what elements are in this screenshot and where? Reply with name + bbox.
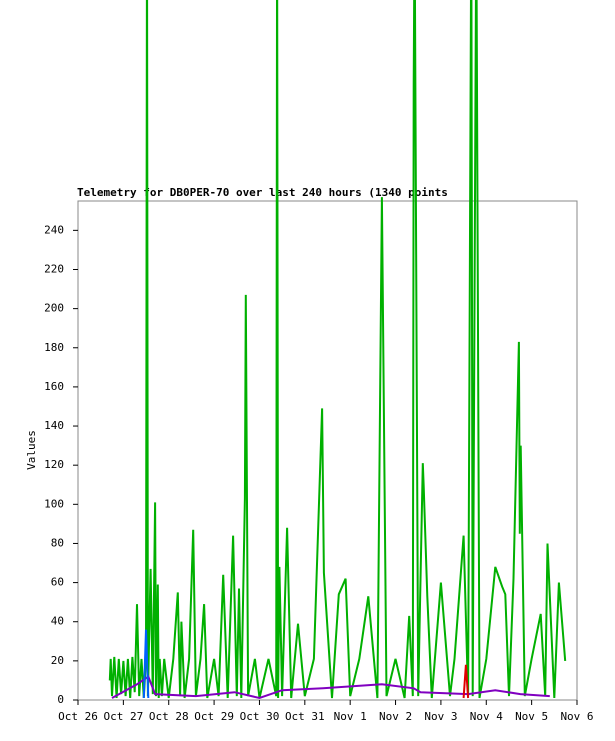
- series-line: [142, 629, 150, 699]
- y-tick-label: 60: [51, 576, 64, 589]
- series-line: [111, 674, 550, 700]
- y-tick-label: 120: [44, 458, 64, 471]
- y-tick-label: 180: [44, 341, 64, 354]
- x-tick-label: Oct 31: [285, 710, 325, 723]
- x-tick-label: Nov 6: [560, 710, 593, 723]
- x-tick-label: Nov 1: [334, 710, 367, 723]
- x-tick-label: Oct 27: [103, 710, 143, 723]
- y-tick-label: 20: [51, 654, 64, 667]
- x-tick-label: Oct 26: [58, 710, 98, 723]
- y-axis-label: Values: [25, 430, 38, 470]
- x-tick-label: Nov 2: [379, 710, 412, 723]
- x-tick-label: Nov 5: [515, 710, 548, 723]
- series-line: [462, 664, 470, 699]
- y-tick-label: 80: [51, 536, 64, 549]
- y-tick-label: 200: [44, 302, 64, 315]
- x-tick-label: Oct 28: [149, 710, 189, 723]
- x-tick-label: Oct 29: [194, 710, 234, 723]
- x-tick-label: Nov 3: [424, 710, 457, 723]
- y-tick-label: 0: [57, 693, 64, 706]
- y-tick-label: 140: [44, 419, 64, 432]
- y-tick-label: 160: [44, 380, 64, 393]
- series-line: [108, 0, 567, 699]
- chart-title: Telemetry for DB0PER-70 over last 240 ho…: [77, 186, 448, 199]
- plot-frame: [77, 200, 578, 701]
- y-tick-label: 220: [44, 262, 64, 275]
- y-tick-label: 240: [44, 223, 64, 236]
- x-tick-label: Oct 30: [240, 710, 280, 723]
- y-tick-label: 100: [44, 497, 64, 510]
- x-tick-label: Nov 4: [470, 710, 503, 723]
- y-tick-label: 40: [51, 615, 64, 628]
